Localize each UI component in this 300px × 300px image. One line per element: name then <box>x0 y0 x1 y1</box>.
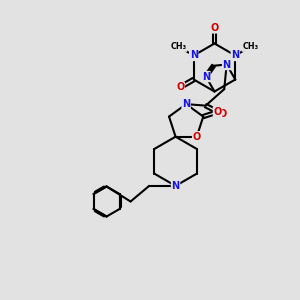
Text: N: N <box>202 71 210 82</box>
Text: O: O <box>176 82 184 92</box>
Text: CH₃: CH₃ <box>171 42 187 51</box>
Text: O: O <box>218 109 226 119</box>
Text: CH₃: CH₃ <box>242 42 258 51</box>
Text: N: N <box>172 181 180 191</box>
Text: N: N <box>182 99 190 109</box>
Text: N: N <box>190 50 198 61</box>
Text: N: N <box>231 50 239 61</box>
Text: O: O <box>193 132 201 142</box>
Text: O: O <box>210 23 219 33</box>
Text: N: N <box>223 59 231 70</box>
Text: O: O <box>213 107 222 117</box>
